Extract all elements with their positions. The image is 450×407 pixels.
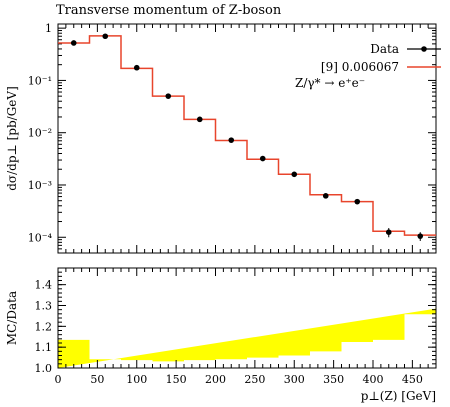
x-tick-label: 50 [90,373,104,386]
data-point [196,116,203,123]
ratio-y-tick-label: 1.4 [35,279,53,292]
x-tick-label: 250 [244,373,265,386]
y-tick-label: 10⁻¹ [28,74,52,87]
data-point [354,198,361,205]
ratio-y-tick-label: 1.2 [35,320,53,333]
data-point [228,137,235,143]
y-axis-label: dσ/dp⊥ [pb/GeV] [5,86,19,191]
title-text: Transverse momentum of Z-boson [56,3,282,18]
x-tick-label: 100 [126,373,147,386]
x-tick-label: 450 [402,373,423,386]
data-point [322,193,329,199]
ratio-y-axis-label: MC/Data [5,291,19,345]
ratio-y-tick-label: 1.1 [35,341,53,354]
legend-entry-data: Data [295,40,443,58]
ratio-y-tick-label: 1.0 [35,362,53,375]
x-axis-label: p⊥(Z) [GeV] [361,389,436,403]
legend-entry-mc: [9] 0.006067 [295,58,443,76]
x-tick-label: 350 [323,373,344,386]
ratio-band [58,308,436,368]
data-point [133,64,140,71]
data-point [165,93,172,99]
data-point [291,171,298,178]
y-tick-label: 10⁻³ [28,179,52,192]
y-tick-label: 10⁻⁴ [28,231,53,244]
legend-label-data: Data [370,42,399,56]
data-point [259,155,266,162]
x-tick-label: 0 [55,373,62,386]
data-point [70,40,77,46]
x-tick-label: 400 [363,373,384,386]
legend: Data [9] 0.006067 Z/γ* → e⁺e⁻ [295,40,443,94]
process-label: Z/γ* → e⁺e⁻ [295,76,366,90]
chart-title: Transverse momentum of Z-boson [56,3,281,18]
legend-swatch-data [407,46,441,52]
x-tick-label: 300 [284,373,305,386]
x-tick-label: 150 [166,373,187,386]
y-tick-label: 1 [45,22,52,35]
ratio-y-tick-label: 1.3 [35,300,53,313]
x-tick-label: 200 [205,373,226,386]
legend-process: Z/γ* → e⁺e⁻ [295,76,443,94]
y-tick-label: 10⁻² [28,127,52,140]
data-point [417,233,424,239]
main-panel: 1 10⁻¹ 10⁻² 10⁻³ 10⁻⁴ dσ/dp⊥ [pb/GeV] [5,22,437,254]
series-line-mc [58,35,436,236]
legend-label-mc: [9] 0.006067 [320,60,399,74]
ratio-panel: 1.0 1.1 1.2 1.3 1.4 0 50 100 150 200 250 300 350 400 4… [5,267,437,403]
legend-swatch-mc [407,66,441,68]
data-point [102,33,109,40]
data-point [385,229,392,235]
